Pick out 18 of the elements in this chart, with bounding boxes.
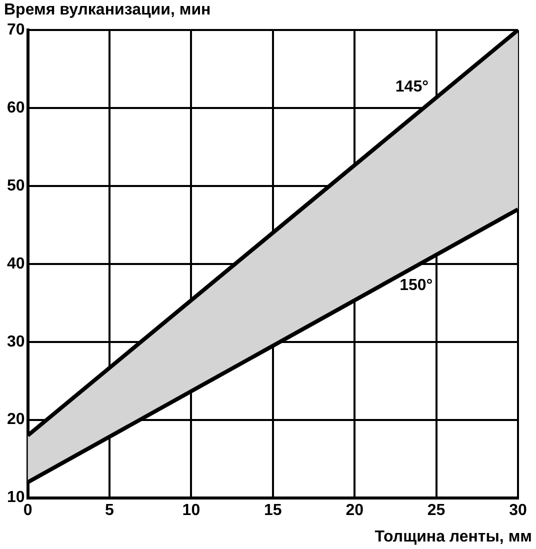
x-axis-title: Толщина ленты, мм — [374, 528, 532, 546]
x-tick-label: 0 — [23, 502, 32, 519]
x-tick-label: 20 — [346, 502, 364, 519]
series-label: 150° — [400, 276, 433, 294]
series-label: 145° — [395, 78, 429, 96]
y-tick-label: 20 — [7, 411, 25, 428]
y-tick-label: 10 — [7, 489, 25, 506]
y-tick-label: 70 — [7, 21, 25, 38]
y-axis-title: Время вулканизации, мин — [4, 1, 211, 18]
y-tick-label: 60 — [7, 99, 25, 116]
y-tick-label: 40 — [7, 255, 25, 272]
y-tick-label: 30 — [7, 333, 25, 350]
x-tick-label: 5 — [105, 502, 114, 519]
x-tick-label: 25 — [427, 502, 446, 519]
x-tick-label: 15 — [264, 502, 282, 519]
x-tick-label: 10 — [182, 502, 200, 519]
x-tick-label: 30 — [509, 502, 527, 519]
y-tick-label: 50 — [7, 177, 25, 194]
